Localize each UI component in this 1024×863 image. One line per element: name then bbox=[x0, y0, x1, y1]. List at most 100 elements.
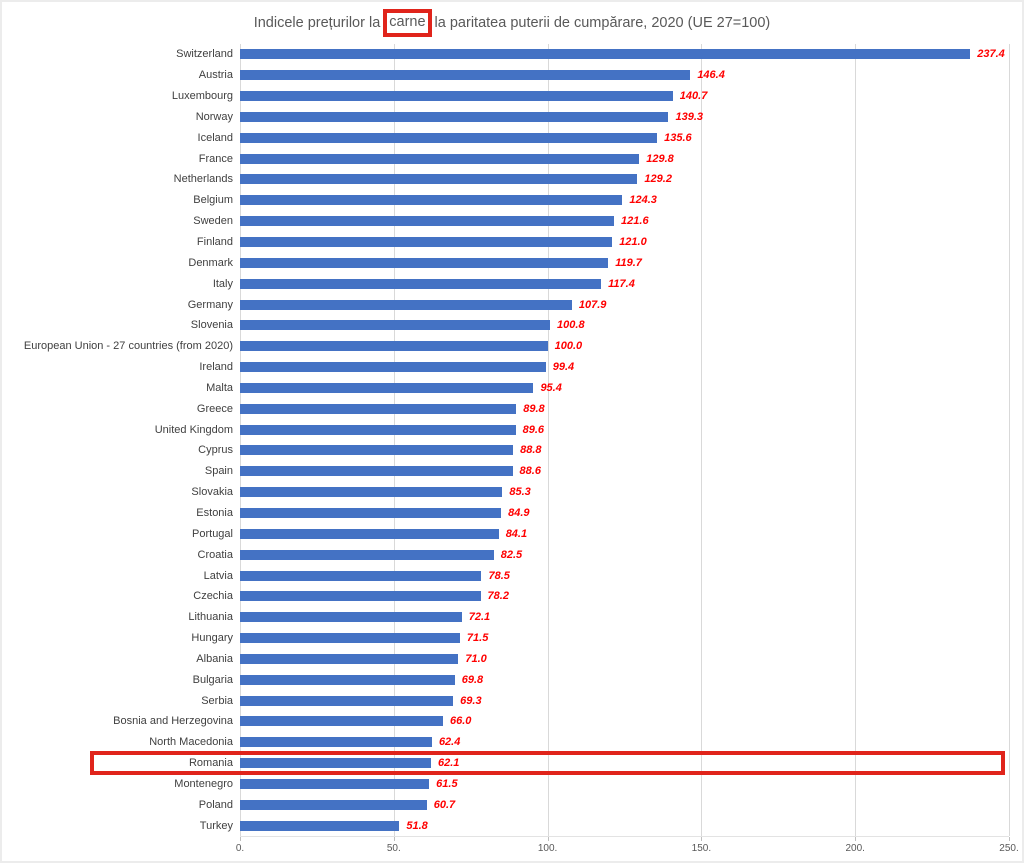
axis-tick-label: 0. bbox=[235, 843, 245, 854]
bar-plot: 107.9 bbox=[240, 294, 1009, 315]
chart-title-suffix: la paritatea puterii de cumpărare, 2020 … bbox=[434, 15, 771, 31]
bar-row: Bulgaria 69.8 bbox=[2, 669, 1022, 690]
value-label: 146.4 bbox=[697, 69, 725, 82]
bar bbox=[240, 507, 502, 518]
bar bbox=[240, 70, 691, 81]
bar-row: Denmark 119.7 bbox=[2, 252, 1022, 273]
bar bbox=[240, 153, 640, 164]
bar-plot: 139.3 bbox=[240, 107, 1009, 128]
bar-plot: 62.4 bbox=[240, 732, 1009, 753]
bar-row: Finland 121.0 bbox=[2, 232, 1022, 253]
gridline bbox=[855, 44, 857, 836]
bar bbox=[240, 487, 503, 498]
bar-plot: 84.1 bbox=[240, 523, 1009, 544]
category-label: Serbia bbox=[201, 694, 233, 707]
chart-title-prefix: Indicele prețurilor la bbox=[253, 15, 381, 31]
bar-rows: Switzerland 237.4 Austria 146.4 Luxembourg 14… bbox=[2, 44, 1022, 836]
bar bbox=[240, 49, 971, 60]
bar bbox=[240, 674, 455, 685]
value-label: 78.2 bbox=[487, 590, 509, 603]
chart-plot-area: Switzerland 237.4 Austria 146.4 Luxembourg 14… bbox=[2, 44, 1022, 858]
bar-plot: 89.8 bbox=[240, 398, 1009, 419]
value-label: 135.6 bbox=[664, 131, 692, 144]
bar-plot: 69.3 bbox=[240, 690, 1009, 711]
bar-row: Croatia 82.5 bbox=[2, 544, 1022, 565]
category-label: United Kingdom bbox=[154, 423, 233, 436]
bar-row: Belgium 124.3 bbox=[2, 190, 1022, 211]
bar-plot: 95.4 bbox=[240, 378, 1009, 399]
category-label: Bosnia and Herzegovina bbox=[113, 715, 233, 728]
bar-plot: 99.4 bbox=[240, 357, 1009, 378]
bar-plot: 62.1 bbox=[240, 753, 1009, 774]
bar-row: Spain 88.6 bbox=[2, 461, 1022, 482]
category-label: North Macedonia bbox=[149, 736, 233, 749]
bar bbox=[240, 716, 444, 727]
value-label: 139.3 bbox=[675, 110, 704, 123]
value-label: 88.6 bbox=[519, 465, 541, 478]
bar-row: Norway 139.3 bbox=[2, 107, 1022, 128]
value-label: 72.1 bbox=[468, 611, 491, 624]
value-label: 121.6 bbox=[621, 215, 649, 228]
category-label: Estonia bbox=[196, 506, 233, 519]
category-label: Portugal bbox=[192, 527, 233, 540]
bar-row: Italy 117.4 bbox=[2, 273, 1022, 294]
bar-plot: 78.2 bbox=[240, 586, 1009, 607]
bar-plot: 129.2 bbox=[240, 169, 1009, 190]
bar-plot: 100.0 bbox=[240, 336, 1009, 357]
category-label: Ireland bbox=[199, 361, 233, 374]
bar-row: Malta 95.4 bbox=[2, 378, 1022, 399]
axis-tick-label: 100. bbox=[537, 843, 558, 854]
category-label: Croatia bbox=[197, 548, 233, 561]
bar-plot: 140.7 bbox=[240, 86, 1009, 107]
bar bbox=[240, 737, 432, 748]
category-label: Czechia bbox=[193, 590, 233, 603]
category-label: Austria bbox=[198, 69, 233, 82]
value-label: 60.7 bbox=[433, 798, 456, 811]
bar bbox=[240, 341, 548, 352]
value-label: 62.4 bbox=[438, 736, 461, 749]
value-label: 66.0 bbox=[450, 715, 472, 728]
value-label: 100.0 bbox=[554, 340, 583, 353]
bar bbox=[240, 424, 516, 435]
gridline bbox=[1009, 44, 1010, 836]
value-label: 117.4 bbox=[608, 277, 635, 290]
category-label: France bbox=[198, 152, 233, 165]
gridline bbox=[240, 44, 241, 836]
bar-plot: 237.4 bbox=[240, 44, 1009, 65]
axis-tick bbox=[855, 837, 857, 841]
category-label: Belgium bbox=[193, 194, 233, 207]
bar bbox=[240, 653, 459, 664]
bar bbox=[240, 612, 462, 623]
bar bbox=[240, 174, 638, 185]
bar bbox=[240, 237, 613, 248]
bar-plot: 100.8 bbox=[240, 315, 1009, 336]
bar-row: Romania 62.1 bbox=[2, 753, 1022, 774]
bar-plot: 85.3 bbox=[240, 482, 1009, 503]
bar-row: Luxembourg 140.7 bbox=[2, 86, 1022, 107]
bar-row: Bosnia and Herzegovina 66.0 bbox=[2, 711, 1022, 732]
bar-row: Iceland 135.6 bbox=[2, 127, 1022, 148]
bar bbox=[240, 549, 494, 560]
bar-row: Hungary 71.5 bbox=[2, 628, 1022, 649]
value-label: 71.5 bbox=[466, 632, 489, 645]
bar-plot: 88.6 bbox=[240, 461, 1009, 482]
bar-plot: 119.7 bbox=[240, 252, 1009, 273]
bar bbox=[240, 695, 454, 706]
category-label: Sweden bbox=[193, 215, 233, 228]
category-label: Slovakia bbox=[191, 486, 233, 499]
value-label: 84.1 bbox=[505, 527, 528, 540]
bar-row: Cyprus 88.8 bbox=[2, 440, 1022, 461]
bar bbox=[240, 91, 673, 102]
gridlines bbox=[240, 44, 1010, 836]
category-label: Slovenia bbox=[190, 319, 233, 332]
bar-plot: 51.8 bbox=[240, 815, 1009, 836]
bar-row: Ireland 99.4 bbox=[2, 357, 1022, 378]
value-label: 121.0 bbox=[619, 236, 647, 249]
category-label: Finland bbox=[196, 236, 233, 249]
bar bbox=[240, 820, 400, 831]
bar bbox=[240, 778, 430, 789]
bar bbox=[240, 195, 623, 206]
value-label: 140.7 bbox=[679, 90, 708, 103]
bar bbox=[240, 299, 572, 310]
